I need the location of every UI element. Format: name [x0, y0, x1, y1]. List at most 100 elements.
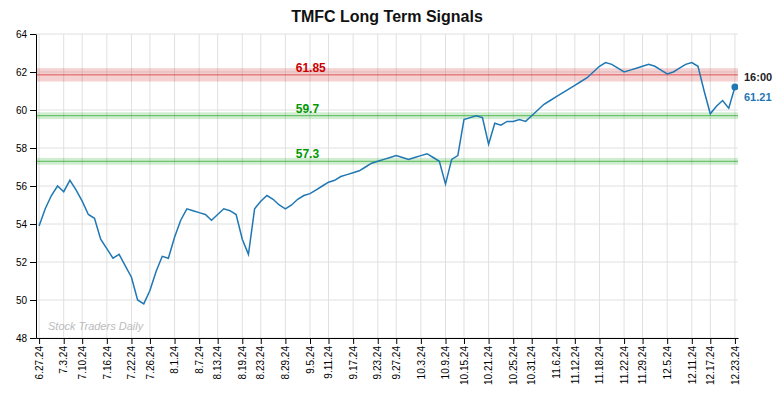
x-tick-label: 11.22.24 [619, 346, 630, 385]
y-tick: 52 [16, 257, 36, 268]
x-tick: 12.11.24 [687, 338, 698, 384]
y-grid-line [36, 300, 738, 301]
y-tick-label: 56 [16, 181, 28, 192]
x-tick-label: 7.26.24 [145, 346, 156, 380]
data-area [36, 63, 738, 304]
x-tick-label: 9.11.24 [323, 346, 334, 379]
y-tick-mark [30, 262, 36, 263]
x-tick: 9.27.24 [391, 338, 402, 379]
x-tick: 7.16.24 [102, 338, 113, 379]
x-tick-mark [218, 338, 219, 344]
x-tick-mark [199, 338, 200, 344]
y-grid-line [36, 110, 738, 111]
x-tick-label: 10.25.24 [508, 346, 519, 385]
x-tick-label: 9.23.24 [372, 346, 383, 380]
y-tick-label: 62 [16, 67, 28, 78]
x-tick-mark [513, 338, 514, 344]
signal-line [36, 74, 738, 75]
y-tick-label: 48 [16, 333, 28, 344]
x-tick: 10.25.24 [508, 338, 519, 385]
x-tick-label: 9.27.24 [391, 346, 402, 380]
y-grid-line [36, 224, 738, 225]
x-tick: 7.26.24 [145, 338, 156, 379]
x-tick: 10.21.24 [483, 338, 494, 385]
y-tick-mark [30, 224, 36, 225]
signal-band [36, 68, 738, 81]
y-tick: 62 [16, 67, 36, 78]
signal-label: 61.85 [296, 61, 326, 75]
y-tick-label: 54 [16, 219, 28, 230]
x-tick-mark [692, 338, 693, 344]
last-point-annotation: 16:00 [744, 71, 772, 83]
last-point [731, 84, 738, 91]
x-tick-mark [353, 338, 354, 344]
y-tick: 60 [16, 105, 36, 116]
y-tick: 50 [16, 295, 36, 306]
y-grid-line [36, 338, 738, 339]
x-tick: 9.23.24 [372, 338, 383, 379]
x-tick: 10.9.24 [440, 338, 451, 379]
x-tick-mark [329, 338, 330, 344]
x-tick: 11.29.24 [637, 338, 648, 384]
x-tick-label: 8.23.24 [255, 346, 266, 380]
x-tick-label: 10.9.24 [440, 346, 451, 380]
x-tick: 7.10.24 [77, 338, 88, 379]
signal-line [36, 115, 738, 116]
last-point-annotation: 61.21 [744, 91, 772, 103]
x-tick-mark [624, 338, 625, 344]
x-tick: 8.1.24 [169, 338, 180, 374]
x-tick-label: 11.6.24 [551, 346, 562, 379]
signal-line [36, 161, 738, 162]
x-tick-mark [599, 338, 600, 344]
x-tick: 6.27.24 [34, 338, 45, 379]
y-grid-line [36, 148, 738, 149]
y-tick: 54 [16, 219, 36, 230]
y-tick-mark [30, 148, 36, 149]
x-axis: 6.27.24 7.3.24 7.10.24 7.16.24 7.22.24 7.26.2… [34, 338, 741, 385]
x-tick-label: 10.31.24 [526, 346, 537, 385]
x-tick: 11.6.24 [551, 338, 562, 379]
signal-label: 59.7 [296, 102, 320, 116]
watermark: Stock Traders Daily [48, 320, 145, 332]
price-line [39, 63, 735, 304]
x-tick: 12.17.24 [705, 338, 716, 385]
y-tick-mark [30, 300, 36, 301]
y-tick-label: 52 [16, 257, 28, 268]
x-tick: 9.17.24 [348, 338, 359, 379]
x-tick-mark [242, 338, 243, 344]
y-tick-label: 50 [16, 295, 28, 306]
x-tick: 10.31.24 [526, 338, 537, 385]
x-tick-label: 9.5.24 [305, 346, 316, 374]
x-tick-label: 12.23.24 [730, 346, 741, 385]
y-tick: 64 [16, 29, 36, 40]
x-tick-mark [175, 338, 176, 344]
x-tick-mark [107, 338, 108, 344]
x-tick-mark [710, 338, 711, 344]
grid [36, 34, 738, 338]
x-tick-mark [735, 338, 736, 344]
x-tick-label: 7.22.24 [126, 346, 137, 380]
plot: 6.27.24 7.3.24 7.10.24 7.16.24 7.22.24 7.26.2… [16, 29, 772, 385]
x-tick: 11.22.24 [619, 338, 630, 384]
x-tick: 8.19.24 [237, 338, 248, 379]
x-tick-label: 12.17.24 [705, 346, 716, 385]
x-tick-mark [464, 338, 465, 344]
x-tick-mark [82, 338, 83, 344]
x-tick-label: 10.21.24 [483, 346, 494, 385]
x-tick-label: 8.29.24 [280, 346, 291, 380]
x-tick: 12.5.24 [662, 338, 673, 379]
x-tick-mark [667, 338, 668, 344]
x-tick: 8.29.24 [280, 338, 291, 379]
x-tick-mark [285, 338, 286, 344]
x-tick: 8.7.24 [194, 338, 205, 374]
x-tick-label: 8.1.24 [169, 346, 180, 374]
x-tick: 12.23.24 [730, 338, 741, 385]
x-tick-label: 11.12.24 [570, 346, 581, 385]
y-tick-label: 60 [16, 105, 28, 116]
x-tick-mark [643, 338, 644, 344]
y-tick-mark [30, 34, 36, 35]
y-grid-line [36, 186, 738, 187]
x-tick: 10.15.24 [459, 338, 470, 385]
x-tick: 7.3.24 [58, 338, 69, 374]
x-tick-mark [261, 338, 262, 344]
